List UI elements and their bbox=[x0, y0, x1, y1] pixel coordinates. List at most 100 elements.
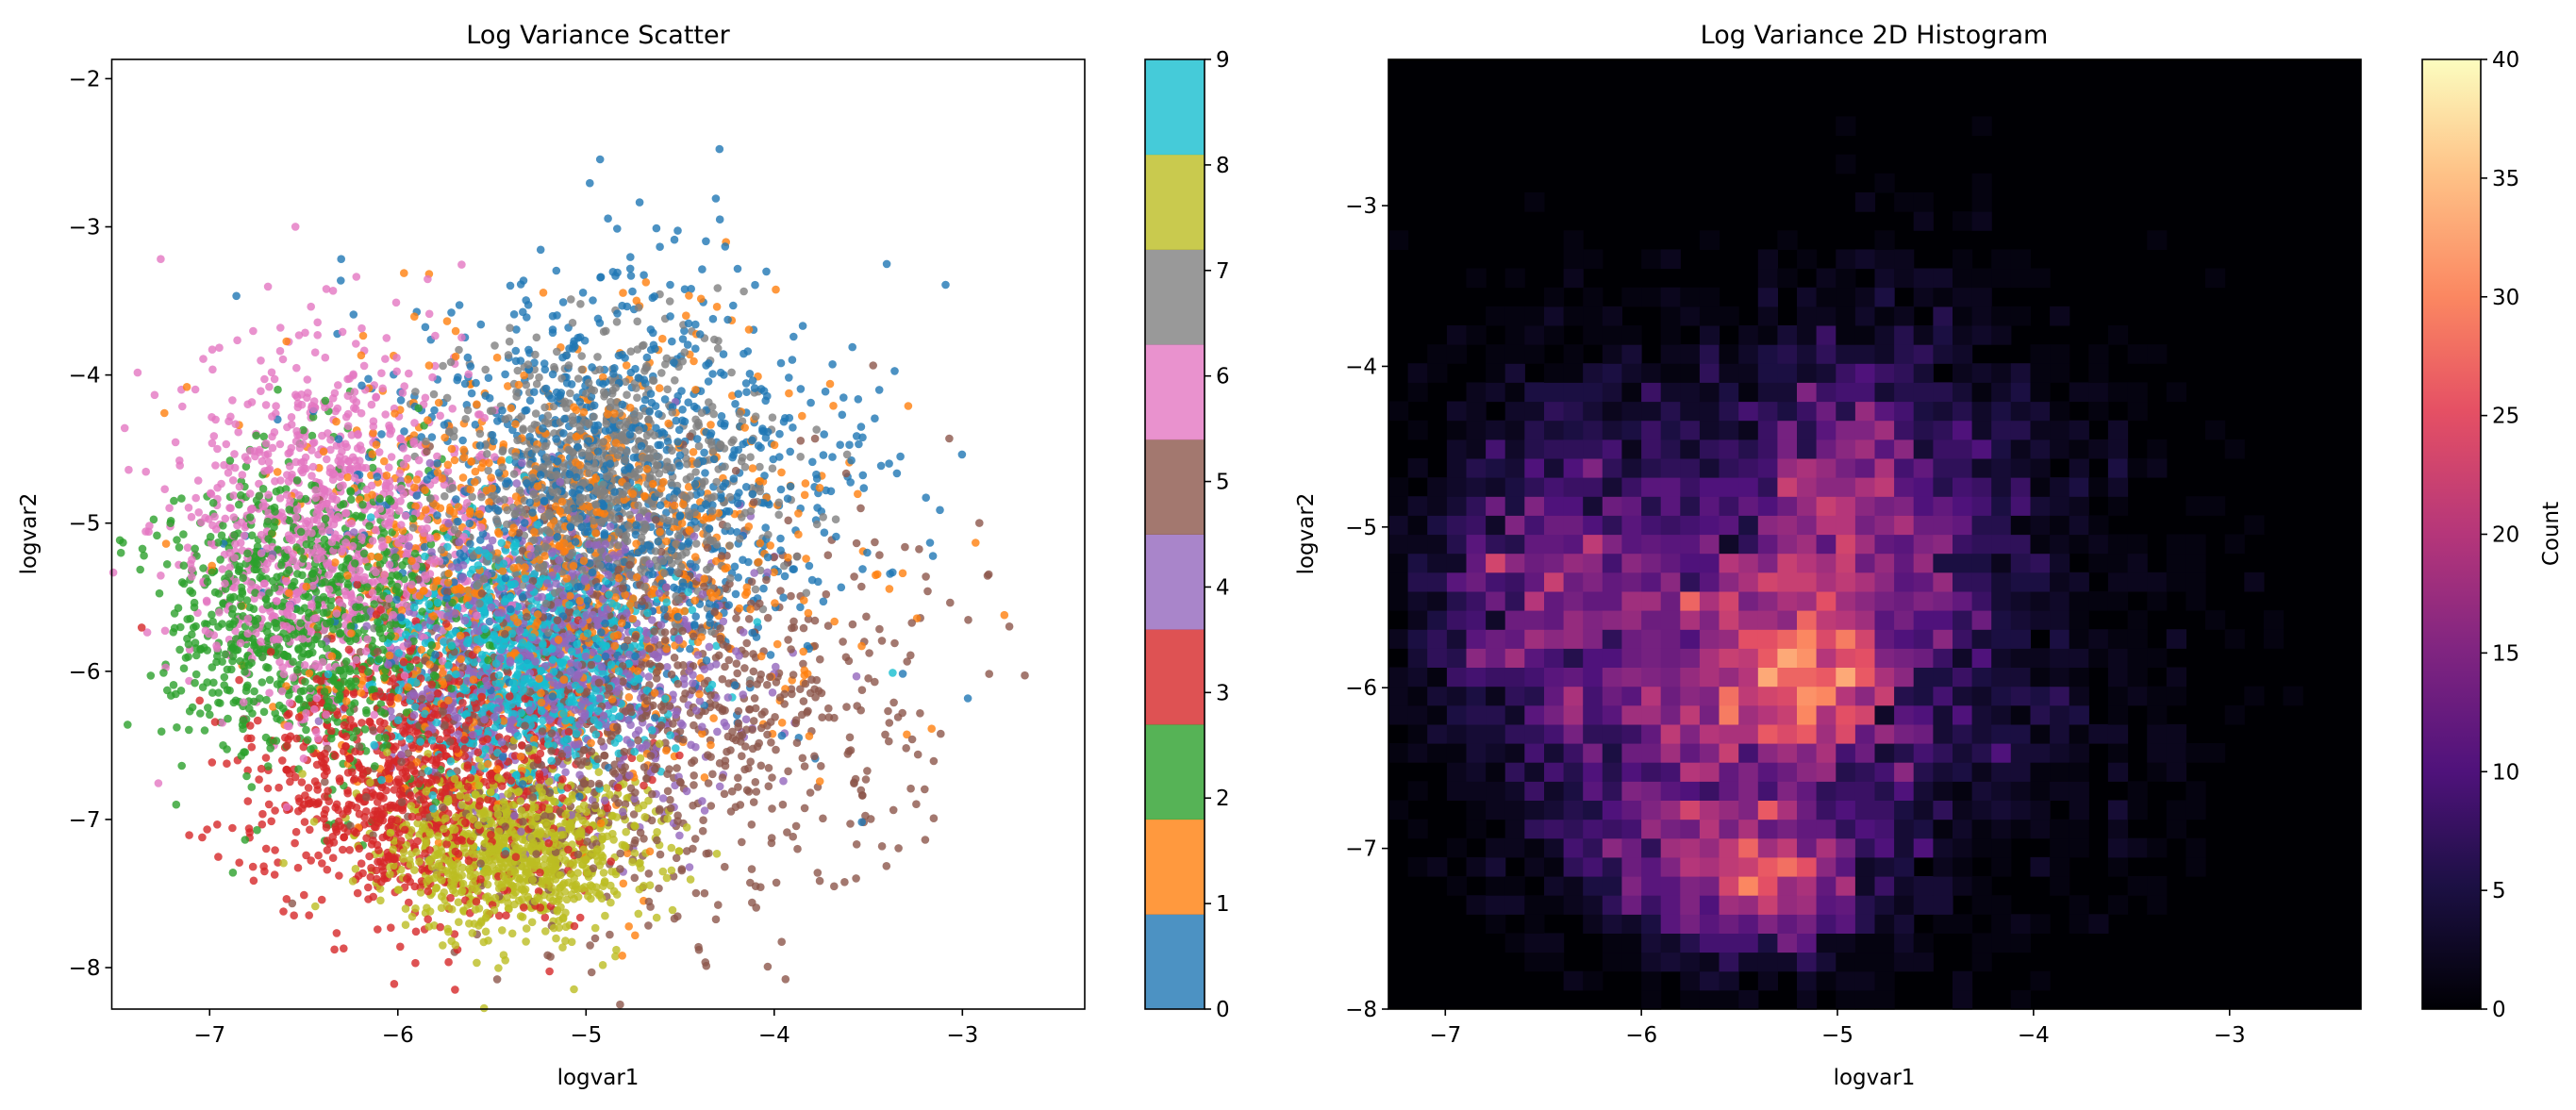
scatter-point bbox=[430, 406, 439, 415]
scatter-point bbox=[890, 638, 899, 648]
scatter-point bbox=[300, 890, 308, 900]
scatter-point bbox=[436, 504, 445, 513]
scatter-point bbox=[335, 871, 343, 880]
scatter-point bbox=[424, 274, 432, 284]
scatter-point bbox=[286, 777, 294, 787]
scatter-point bbox=[637, 533, 646, 542]
scatter-point bbox=[146, 671, 156, 680]
scatter-point bbox=[712, 540, 722, 549]
scatter-point bbox=[271, 846, 279, 854]
scatter-point bbox=[626, 368, 636, 377]
scatter-point bbox=[347, 495, 356, 504]
scatter-point bbox=[323, 455, 331, 464]
scatter-point bbox=[218, 565, 227, 573]
scatter-point bbox=[768, 804, 776, 813]
scatter-point bbox=[313, 331, 323, 340]
scatter-point bbox=[340, 833, 348, 842]
scatter-point bbox=[635, 198, 644, 207]
scatter-point bbox=[812, 425, 821, 434]
scatter-point bbox=[647, 816, 656, 825]
scatter-point bbox=[682, 311, 690, 321]
scatter-point bbox=[785, 389, 793, 398]
scatter-point bbox=[333, 718, 342, 726]
scatter-point bbox=[865, 649, 873, 657]
scatter-point bbox=[270, 374, 279, 384]
scatter-point bbox=[777, 468, 786, 477]
scatter-point bbox=[578, 289, 588, 297]
scatter-point bbox=[768, 413, 777, 422]
scatter-point bbox=[179, 530, 188, 538]
scatter-point bbox=[624, 693, 634, 702]
scatter-point bbox=[365, 852, 374, 861]
scatter-point bbox=[445, 737, 455, 746]
scatter-point bbox=[841, 469, 851, 478]
scatter-point bbox=[357, 408, 366, 418]
scatter-point bbox=[467, 389, 476, 398]
scatter-point bbox=[387, 453, 396, 461]
scatter-point bbox=[293, 863, 303, 872]
scatter-point bbox=[257, 387, 265, 396]
scatter-point bbox=[663, 787, 673, 796]
scatter-point bbox=[641, 278, 651, 287]
scatter-point bbox=[291, 223, 300, 231]
scatter-point bbox=[157, 572, 165, 580]
scatter-point bbox=[175, 543, 184, 552]
scatter-point bbox=[492, 495, 502, 504]
scatter-point bbox=[531, 350, 540, 359]
scatter-point bbox=[690, 771, 698, 780]
scatter-title: Log Variance Scatter bbox=[466, 21, 730, 50]
scatter-point bbox=[209, 432, 219, 440]
scatter-point bbox=[279, 907, 288, 916]
scatter-point bbox=[522, 924, 531, 933]
scatter-point bbox=[686, 875, 695, 884]
scatter-point bbox=[622, 361, 631, 370]
scatter-point bbox=[778, 800, 788, 809]
scatter-point bbox=[411, 904, 420, 913]
scatter-point bbox=[304, 592, 313, 602]
scatter-point bbox=[206, 710, 214, 720]
scatter-point bbox=[275, 439, 285, 449]
scatter-point bbox=[772, 745, 780, 754]
scatter-point bbox=[454, 898, 463, 906]
scatter-point bbox=[874, 386, 884, 394]
scatter-point bbox=[343, 422, 353, 431]
scatter-point bbox=[937, 729, 945, 738]
scatter-point bbox=[548, 370, 557, 379]
scatter-point bbox=[816, 654, 824, 664]
scatter-point bbox=[705, 849, 713, 857]
scatter-point bbox=[794, 530, 803, 538]
scatter-point bbox=[747, 865, 756, 873]
scatter-point bbox=[265, 688, 274, 697]
scatter-point bbox=[635, 885, 644, 894]
scatter-point bbox=[630, 873, 640, 883]
scatter-point bbox=[781, 975, 790, 984]
scatter-point bbox=[590, 934, 600, 943]
scatter-point bbox=[793, 844, 802, 853]
scatter-point bbox=[749, 717, 758, 725]
scatter-point bbox=[612, 318, 622, 326]
scatter-point bbox=[779, 776, 788, 786]
scatter-point bbox=[863, 767, 872, 775]
scatter-point bbox=[511, 492, 521, 501]
scatter-point bbox=[263, 784, 273, 793]
scatter-point bbox=[157, 255, 165, 264]
scatter-point bbox=[936, 505, 944, 515]
scatter-point bbox=[857, 818, 866, 826]
scatter-point bbox=[125, 465, 133, 474]
scatter-point bbox=[349, 310, 358, 319]
scatter-point bbox=[476, 320, 486, 329]
scatter-point bbox=[590, 401, 599, 410]
scatter-point bbox=[228, 823, 237, 833]
scatter-point bbox=[660, 395, 670, 404]
scatter-point bbox=[198, 833, 207, 842]
scatter-point bbox=[663, 663, 672, 671]
scatter-point bbox=[1021, 671, 1029, 680]
scatter-point bbox=[882, 862, 891, 870]
scatter-point bbox=[808, 457, 817, 467]
scatter-point bbox=[690, 721, 698, 730]
scatter-point bbox=[906, 651, 915, 660]
scatter-point bbox=[784, 553, 792, 562]
scatter-point bbox=[724, 601, 733, 609]
scatter-point bbox=[929, 756, 939, 766]
scatter-point bbox=[215, 343, 224, 353]
